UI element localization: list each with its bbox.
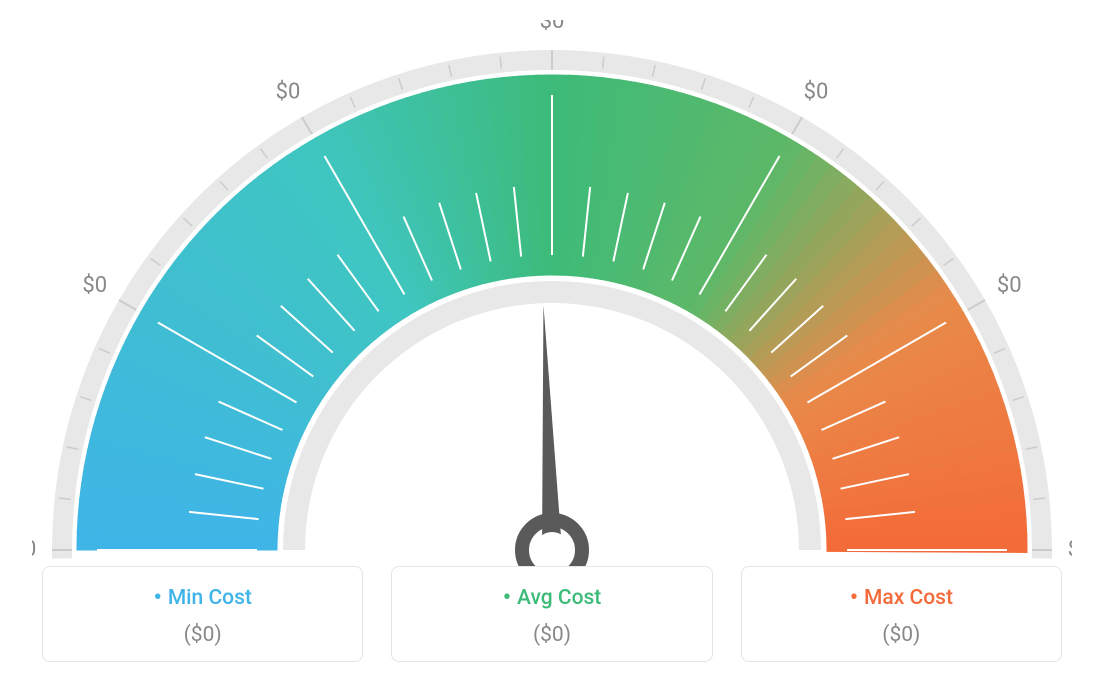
svg-text:$0: $0 xyxy=(540,20,565,34)
legend-min-cost: Min Cost ($0) xyxy=(42,566,363,662)
legend-avg-cost: Avg Cost ($0) xyxy=(391,566,712,662)
svg-text:$0: $0 xyxy=(1068,537,1072,562)
legend-avg-label: Avg Cost xyxy=(402,583,701,611)
legend-max-value: ($0) xyxy=(752,623,1051,647)
legend-max-cost: Max Cost ($0) xyxy=(741,566,1062,662)
svg-text:$0: $0 xyxy=(997,273,1022,298)
svg-text:$0: $0 xyxy=(32,537,36,562)
svg-text:$0: $0 xyxy=(804,80,829,105)
svg-text:$0: $0 xyxy=(82,273,107,298)
legend-avg-value: ($0) xyxy=(402,623,701,647)
gauge-chart: $0 $0 $0 $0 $0 $0 $0 xyxy=(32,20,1072,580)
legend-max-label: Max Cost xyxy=(752,583,1051,611)
gauge-chart-container: $0 $0 $0 $0 $0 $0 $0 Min Cost ($0) Avg Cost ($… xyxy=(0,0,1104,690)
legend-min-label: Min Cost xyxy=(53,583,352,611)
svg-text:$0: $0 xyxy=(276,80,301,105)
legend-min-value: ($0) xyxy=(53,623,352,647)
legend-row: Min Cost ($0) Avg Cost ($0) Max Cost ($0… xyxy=(42,566,1062,662)
